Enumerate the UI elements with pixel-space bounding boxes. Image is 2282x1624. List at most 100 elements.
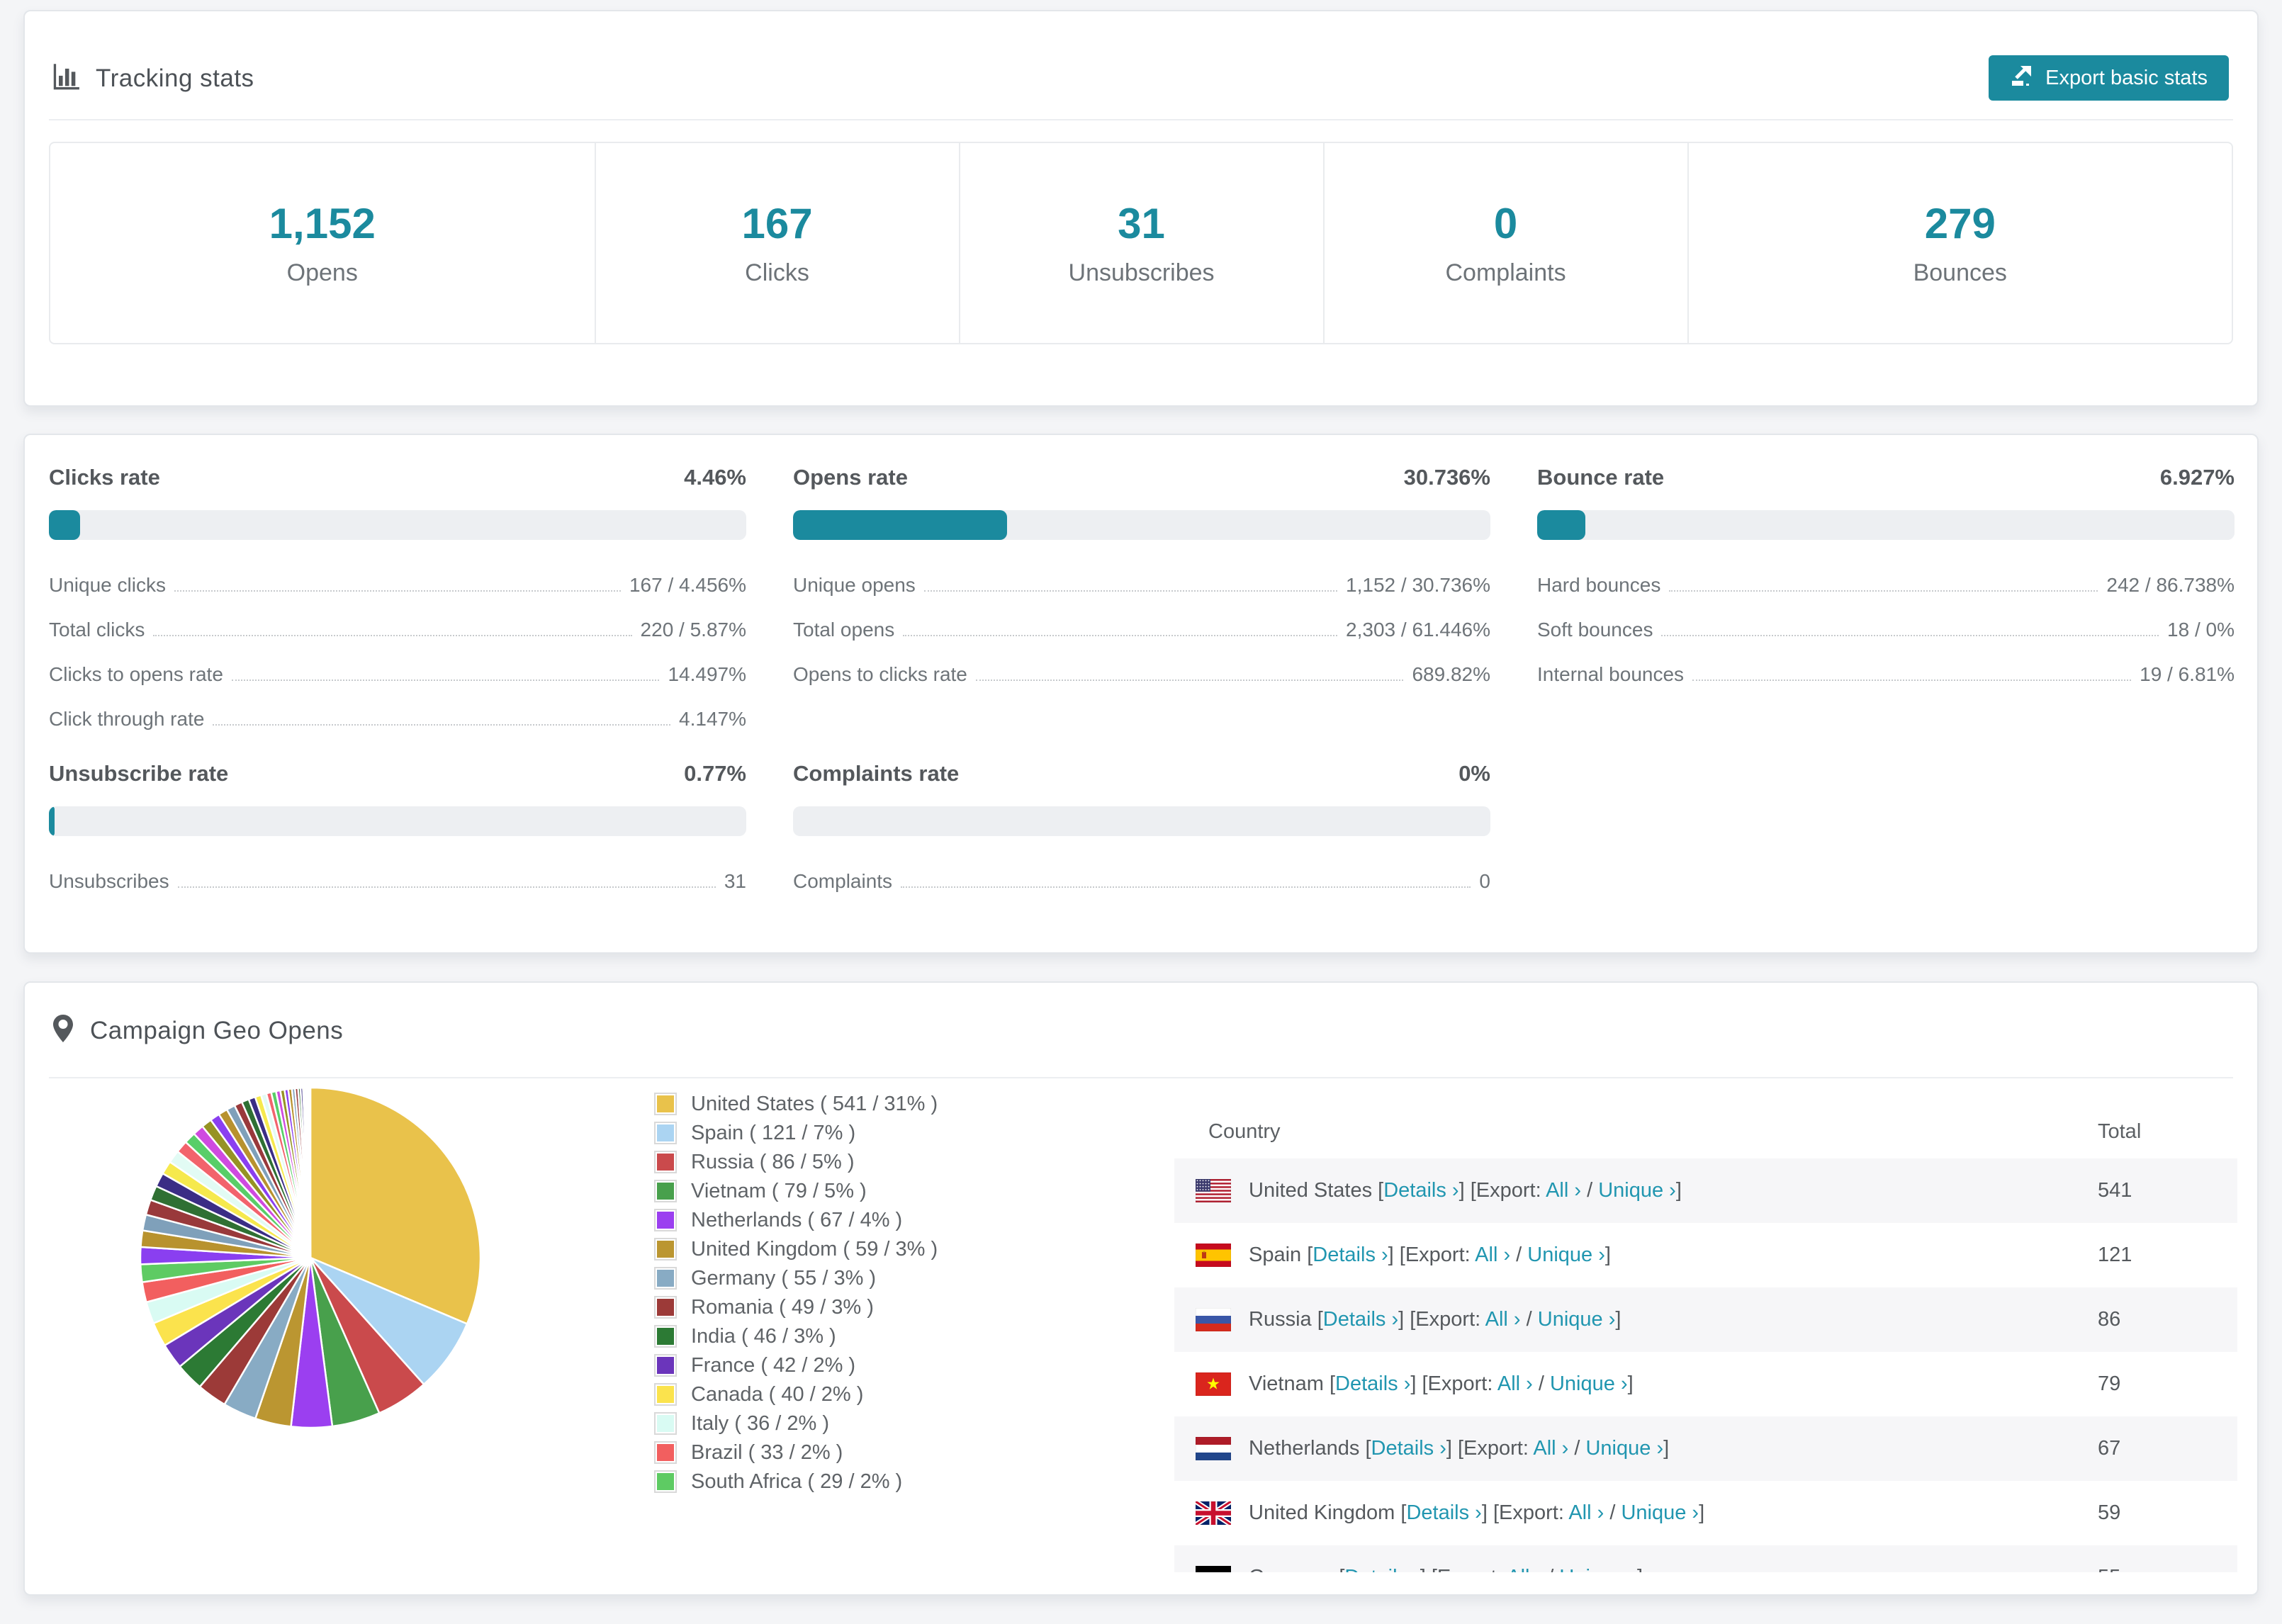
map-pin-icon bbox=[52, 1014, 74, 1047]
country-column-header: Country bbox=[1208, 1120, 1281, 1143]
summary-label: Clicks bbox=[745, 259, 809, 286]
export-all-link[interactable]: All › bbox=[1475, 1244, 1511, 1266]
rate-detail-row: Opens to clicks rate 689.82% bbox=[793, 663, 1490, 686]
bar-chart-icon bbox=[52, 62, 80, 94]
rate-detail-value: 167 / 4.456% bbox=[629, 574, 746, 596]
dotted-leader bbox=[975, 680, 1404, 681]
pie-slice-spain[interactable] bbox=[310, 1256, 468, 1386]
legend-swatch bbox=[654, 1296, 677, 1319]
rate-title: Unsubscribe rate bbox=[49, 761, 229, 786]
rate-detail-value: 689.82% bbox=[1412, 663, 1490, 685]
summary-cell-clicks: 167 Clicks bbox=[596, 143, 960, 343]
geo-table-row-us: United States [Details ›] [Export: All ›… bbox=[1174, 1158, 2237, 1223]
rate-detail-label: Unsubscribes bbox=[49, 870, 169, 892]
ru-flag-icon bbox=[1196, 1308, 1231, 1331]
country-cell: United Kingdom [Details ›] [Export: All … bbox=[1249, 1501, 1705, 1524]
export-all-link[interactable]: All › bbox=[1485, 1308, 1521, 1331]
legend-label: South Africa ( 29 / 2% ) bbox=[691, 1470, 903, 1493]
total-cell: 79 bbox=[2098, 1372, 2121, 1395]
dotted-leader bbox=[213, 724, 671, 726]
export-unique-link[interactable]: Unique › bbox=[1585, 1437, 1664, 1460]
dotted-leader bbox=[174, 590, 621, 592]
rate-detail-label: Complaints bbox=[793, 870, 893, 892]
legend-swatch bbox=[654, 1093, 677, 1115]
campaign-geo-opens-card: Campaign Geo Opens United States ( 541 /… bbox=[23, 981, 2259, 1596]
geo-table-row-gb: United Kingdom [Details ›] [Export: All … bbox=[1174, 1481, 2237, 1545]
rate-detail-row: Soft bounces 18 / 0% bbox=[1537, 619, 2235, 641]
legend-item-united-states: United States ( 541 / 31% ) bbox=[654, 1093, 938, 1115]
rate-panel-head: Opens rate 30.736% bbox=[793, 465, 1490, 490]
dotted-leader bbox=[901, 886, 1471, 888]
legend-swatch bbox=[654, 1209, 677, 1231]
details-link[interactable]: Details › bbox=[1313, 1244, 1388, 1266]
rate-detail-label: Unique clicks bbox=[49, 574, 166, 596]
rate-progress-bar bbox=[793, 510, 1490, 540]
legend-label: Spain ( 121 / 7% ) bbox=[691, 1121, 856, 1144]
geo-table-row-vn: Vietnam [Details ›] [Export: All › / Uni… bbox=[1174, 1352, 2237, 1416]
rate-panel-clicks: Clicks rate 4.46% Unique clicks 167 / 4.456… bbox=[49, 465, 746, 731]
summary-label: Opens bbox=[286, 259, 358, 286]
total-cell: 121 bbox=[2098, 1244, 2132, 1266]
legend-item-united-kingdom: United Kingdom ( 59 / 3% ) bbox=[654, 1238, 938, 1261]
details-link[interactable]: Details › bbox=[1344, 1566, 1420, 1572]
export-unique-link[interactable]: Unique › bbox=[1598, 1179, 1676, 1202]
rate-title: Bounce rate bbox=[1537, 465, 1665, 490]
es-flag-icon bbox=[1196, 1244, 1231, 1267]
total-cell: 55 bbox=[2098, 1566, 2237, 1572]
rate-detail-row: Complaints 0 bbox=[793, 870, 1490, 893]
legend-item-netherlands: Netherlands ( 67 / 4% ) bbox=[654, 1209, 938, 1231]
summary-label: Unsubscribes bbox=[1068, 259, 1215, 286]
legend-swatch bbox=[654, 1383, 677, 1406]
summary-value: 0 bbox=[1493, 200, 1518, 247]
export-all-link[interactable]: All › bbox=[1546, 1179, 1582, 1202]
details-link[interactable]: Details › bbox=[1383, 1179, 1459, 1202]
rate-detail-label: Internal bounces bbox=[1537, 663, 1685, 685]
rate-detail-row: Clicks to opens rate 14.497% bbox=[49, 663, 746, 686]
us-flag-icon bbox=[1196, 1179, 1231, 1202]
rate-value: 0.77% bbox=[684, 761, 746, 786]
details-link[interactable]: Details › bbox=[1406, 1501, 1482, 1524]
rate-detail-row: Unique opens 1,152 / 30.736% bbox=[793, 574, 1490, 597]
rate-progress-bar bbox=[1537, 510, 2235, 540]
rate-panel-bounce: Bounce rate 6.927% Hard bounces 242 / 86.73… bbox=[1537, 465, 2235, 731]
export-unique-link[interactable]: Unique › bbox=[1621, 1501, 1699, 1524]
export-unique-link[interactable]: Unique › bbox=[1549, 1372, 1628, 1395]
legend-item-india: India ( 46 / 3% ) bbox=[654, 1325, 938, 1348]
pie-slice-united-states[interactable] bbox=[309, 1086, 482, 1326]
details-link[interactable]: Details › bbox=[1322, 1308, 1399, 1331]
rate-detail-label: Clicks to opens rate bbox=[49, 663, 223, 685]
legend-item-canada: Canada ( 40 / 2% ) bbox=[654, 1383, 938, 1406]
legend-item-germany: Germany ( 55 / 3% ) bbox=[654, 1267, 938, 1290]
details-link[interactable]: Details › bbox=[1335, 1372, 1411, 1395]
export-button-label: Export basic stats bbox=[2045, 66, 2208, 89]
dotted-leader bbox=[1669, 590, 2098, 592]
summary-cell-opens: 1,152 Opens bbox=[50, 143, 596, 343]
export-all-link[interactable]: All › bbox=[1497, 1372, 1533, 1395]
export-all-link[interactable]: All › bbox=[1533, 1437, 1569, 1460]
geo-table-header-row: Country Total bbox=[1174, 1105, 2237, 1158]
details-link[interactable]: Details › bbox=[1371, 1437, 1446, 1460]
tracking-stats-card: Tracking stats Export basic stats 1,152 O… bbox=[23, 10, 2259, 407]
export-unique-link[interactable]: Unique › bbox=[1559, 1566, 1637, 1572]
geo-table-row-es: Spain [Details ›] [Export: All › / Uniqu… bbox=[1174, 1223, 2237, 1287]
export-all-link[interactable]: All › bbox=[1568, 1501, 1604, 1524]
legend-item-vietnam: Vietnam ( 79 / 5% ) bbox=[654, 1180, 938, 1202]
page-title: Tracking stats bbox=[96, 64, 254, 92]
geo-table-row-ru: Russia [Details ›] [Export: All › / Uniq… bbox=[1174, 1287, 2237, 1352]
legend-label: Romania ( 49 / 3% ) bbox=[691, 1295, 874, 1319]
legend-label: India ( 46 / 3% ) bbox=[691, 1324, 836, 1348]
summary-value: 279 bbox=[1924, 200, 1996, 247]
legend-swatch bbox=[654, 1354, 677, 1377]
dotted-leader bbox=[177, 886, 716, 888]
rates-row-2: Unsubscribe rate 0.77% Unsubscribes 31 Compl… bbox=[49, 761, 2233, 893]
rate-value: 6.927% bbox=[2159, 465, 2235, 490]
export-basic-stats-button[interactable]: Export basic stats bbox=[1989, 55, 2229, 101]
rate-detail-label: Total opens bbox=[793, 619, 895, 641]
legend-label: Italy ( 36 / 2% ) bbox=[691, 1411, 830, 1435]
export-unique-link[interactable]: Unique › bbox=[1527, 1244, 1605, 1266]
nl-flag-icon bbox=[1196, 1437, 1231, 1460]
export-all-link[interactable]: All › bbox=[1507, 1566, 1542, 1572]
rate-detail-value: 4.147% bbox=[679, 708, 746, 730]
rate-progress-fill bbox=[49, 510, 80, 540]
export-unique-link[interactable]: Unique › bbox=[1537, 1308, 1616, 1331]
